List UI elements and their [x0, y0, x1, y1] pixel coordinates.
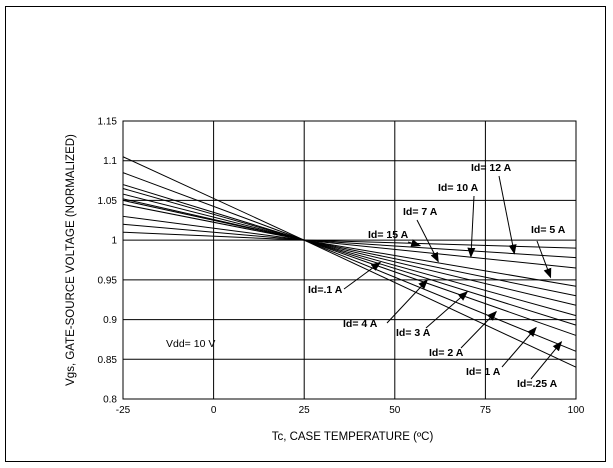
series-lines	[122, 156, 577, 368]
series-line-5	[122, 198, 577, 306]
series-line-10	[122, 231, 577, 249]
x-tick-label: 50	[389, 405, 401, 416]
series-label: Id= 1 A	[466, 366, 501, 378]
y-tick-label: 0.85	[98, 355, 118, 366]
y-tick-label: 0.9	[103, 315, 117, 326]
vgs-vs-temperature-chart: -25 0 25 50 75 1000.80.850.90.9511.051.11.15 …	[65, 117, 585, 444]
y-tick-label: 1	[111, 236, 117, 247]
series-label: Id=.25 A	[517, 378, 558, 390]
x-tick-label: -25	[116, 405, 131, 416]
label-arrow	[407, 239, 422, 247]
y-tick-label: 1.15	[98, 117, 118, 128]
series-line-2	[122, 184, 577, 336]
label-arrow	[386, 279, 429, 324]
y-tick-label: 1.05	[98, 196, 118, 207]
label-arrow	[460, 310, 497, 349]
y-tick-label: 0.8	[103, 395, 117, 406]
series-label: Id= 2 A	[429, 347, 464, 359]
label-arrow	[501, 326, 537, 368]
x-axis-label: Tc, CASE TEMPERATURE (ºC)	[272, 431, 434, 443]
series-labels: Id= 12 A Id= 10 A Id= 5 A Id= 7 A Id= 15 A Id…	[308, 162, 566, 390]
y-tick-label: 0.95	[98, 275, 118, 286]
label-arrow	[425, 291, 469, 329]
series-label: Id= 4 A	[343, 318, 378, 330]
x-tick-label: 25	[299, 405, 311, 416]
label-arrow	[416, 219, 439, 263]
label-arrow	[530, 341, 563, 380]
x-tick-label: 100	[568, 405, 585, 416]
series-line-7	[122, 203, 577, 287]
label-arrow	[343, 261, 382, 290]
y-tick-label: 1.1	[103, 156, 117, 167]
label-arrow	[467, 195, 476, 258]
series-label: Id= 7 A	[403, 206, 438, 218]
vdd-annotation: Vdd= 10 V	[166, 338, 215, 350]
series-label: Id= 15 A	[368, 229, 409, 241]
series-label: Id= 5 A	[531, 224, 566, 236]
chart-frame: -25 0 25 50 75 100 0.8 0.85 0.9 0.95 1 1.05 1.1 1.15 …	[5, 6, 606, 462]
y-axis-label: Vgs, GATE-SOURCE VOLTAGE (NORMALIZED)	[65, 134, 77, 386]
x-tick-label: 0	[211, 405, 217, 416]
series-label: Id= 3 A	[396, 327, 431, 339]
tick-labels: -25 0 25 50 75 100 0.8 0.85 0.9 0.95 1 1.05 1.1 1.15	[98, 117, 585, 417]
label-arrow	[498, 175, 517, 255]
series-label: Id=.1 A	[308, 284, 343, 296]
series-label: Id= 10 A	[438, 182, 479, 194]
plot-area-border	[122, 120, 577, 400]
label-arrow	[536, 240, 552, 279]
series-line-3	[122, 188, 577, 326]
series-label: Id= 12 A	[471, 162, 512, 174]
series-line-0	[122, 156, 577, 368]
x-tick-label: 75	[480, 405, 492, 416]
series-line-4	[122, 193, 577, 317]
